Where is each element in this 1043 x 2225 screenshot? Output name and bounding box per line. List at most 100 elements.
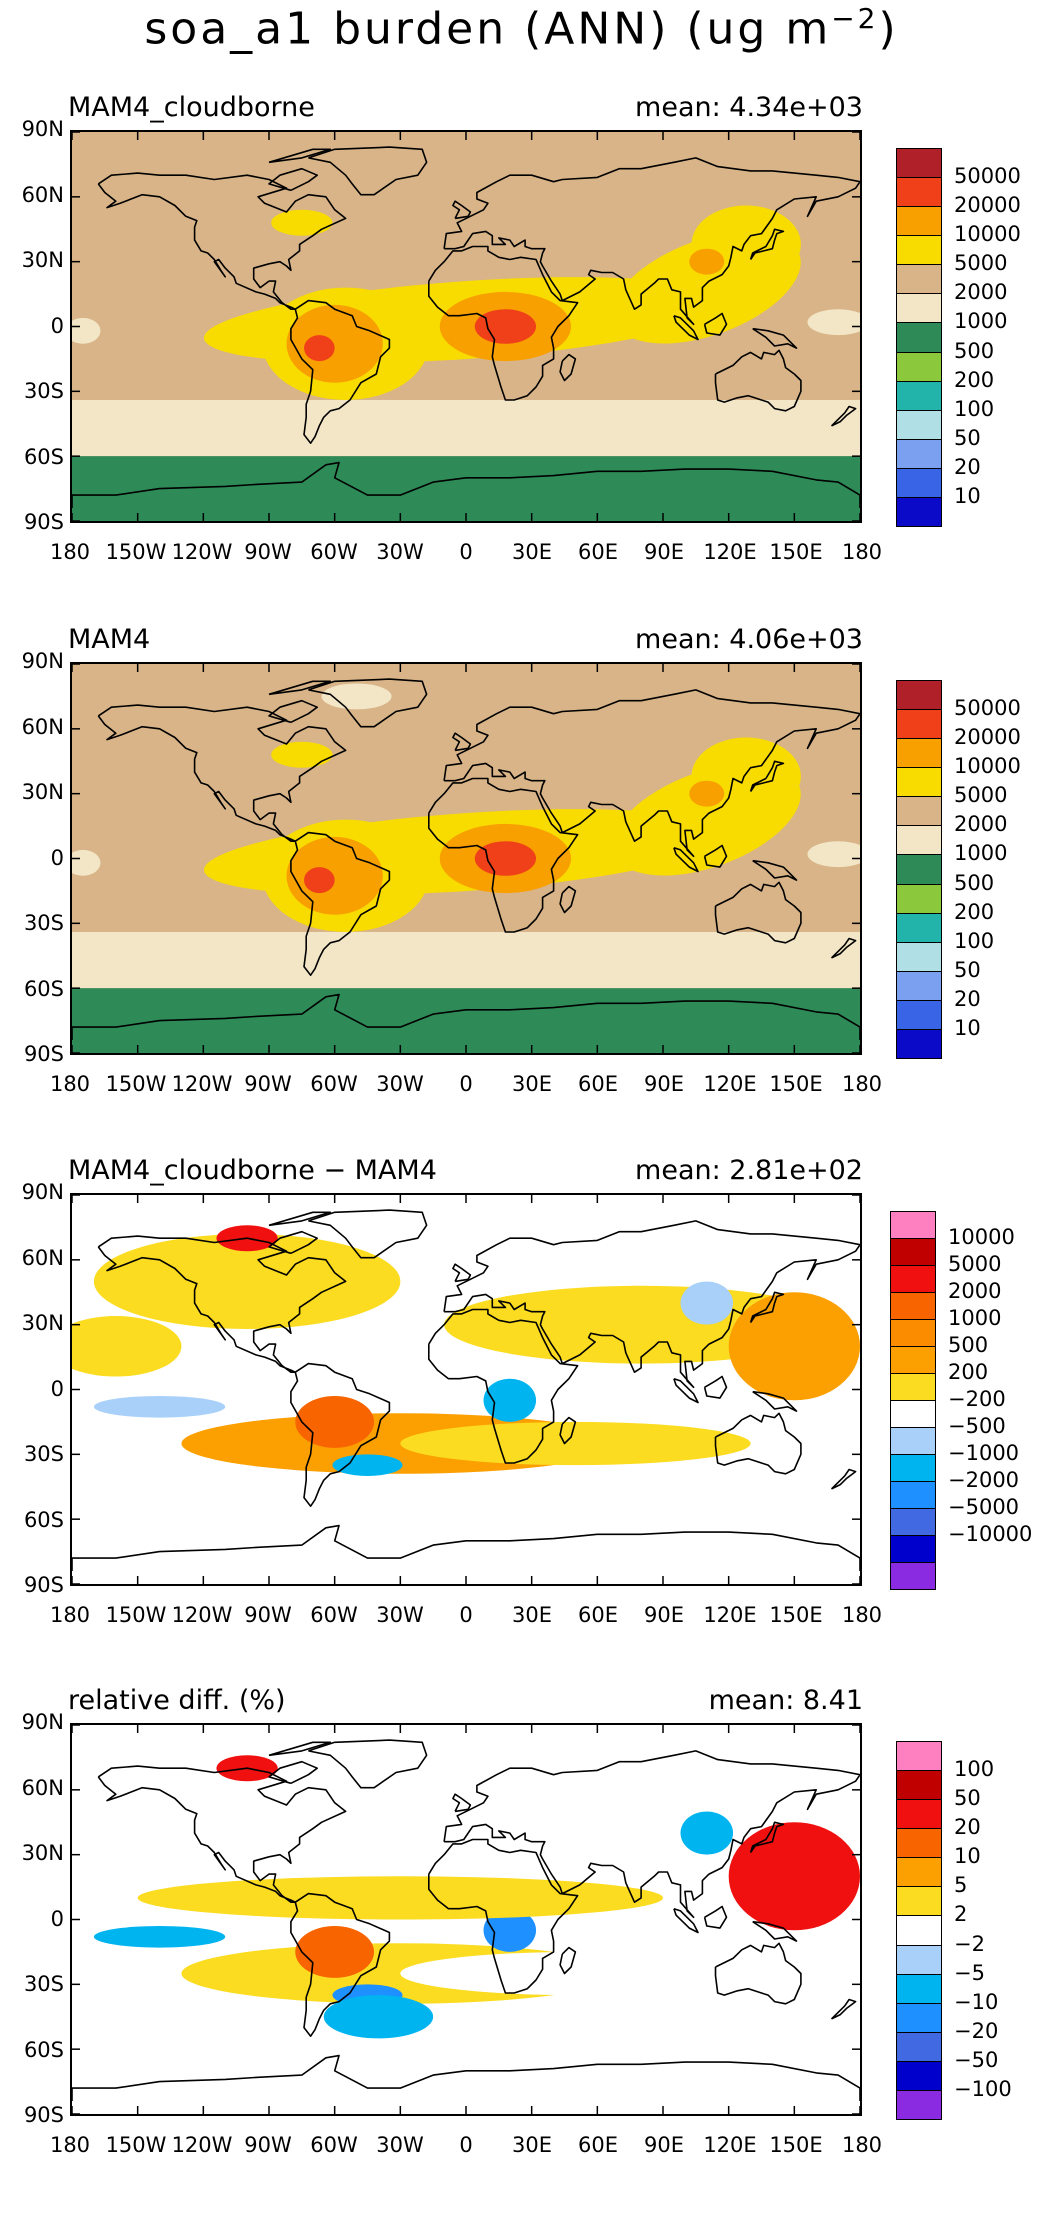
colorbar-box <box>890 1427 936 1455</box>
colorbar-label: 20 <box>954 1815 981 1840</box>
colorbar-label: 10 <box>954 1015 981 1040</box>
colorbar-box <box>896 206 942 237</box>
lon-tick-label: 0 <box>459 1603 473 1627</box>
map-panel: MAM4_cloudborne − MAM4 mean: 2.81e+02 90N 6… <box>0 1155 1043 1695</box>
coastline-newzealand <box>830 1468 857 1490</box>
coastline-britain <box>452 200 472 220</box>
lon-tick-label: 30E <box>512 1603 552 1627</box>
colorbar-box <box>896 854 942 885</box>
field-shading <box>72 132 860 521</box>
colorbar-box <box>890 1454 936 1482</box>
coastline-eurasia <box>443 689 860 858</box>
colorbar-box <box>890 1319 936 1347</box>
colorbar-box <box>896 738 942 769</box>
congo-20000 <box>474 841 537 876</box>
lon-tick-label: 30E <box>512 1072 552 1096</box>
coastline-africa <box>427 1838 579 1994</box>
south-america-positive <box>295 1925 375 1978</box>
pacific-negative <box>93 1395 226 1418</box>
colorbar-label: 2000 <box>954 280 1008 305</box>
colorbar-box <box>896 2060 942 2091</box>
colorbar-box <box>896 1028 942 1059</box>
coastline-newzealand <box>830 1998 857 2020</box>
colorbar-label: 2000 <box>948 1279 1002 1303</box>
lat-tick-label: 90S <box>23 1042 64 1066</box>
panel-mean: mean: 8.41 <box>708 1685 863 1716</box>
field-shading <box>72 1725 860 2114</box>
lon-tick-label: 120W <box>171 1603 233 1627</box>
west-pacific-positive <box>728 1822 860 1931</box>
lat-tick-label: 30S <box>23 911 64 935</box>
coastlines <box>72 1739 860 2101</box>
colorbar-box <box>896 970 942 1001</box>
coastline-southAmerica <box>290 299 391 445</box>
colorbar-label: 10000 <box>954 222 1021 247</box>
north-america-positive <box>93 1763 401 1859</box>
lon-tick-label: 180 <box>841 2133 883 2157</box>
colorbar-label: −200 <box>948 1387 1006 1411</box>
colorbar-box <box>896 1915 942 1946</box>
colorbar-box <box>896 825 942 856</box>
lat-tick-label: 0 <box>50 313 64 338</box>
amazon-10000 <box>286 836 383 915</box>
colorbar-label: 10 <box>954 1844 981 1869</box>
colorbar-box <box>890 1211 936 1239</box>
colorbar-label: 50 <box>954 957 981 982</box>
lon-tick-label: 120E <box>703 2133 757 2157</box>
coastline-britain <box>452 1263 472 1283</box>
coastline-borneo <box>703 312 728 336</box>
colorbar-box <box>896 322 942 353</box>
colorbar-label: 20000 <box>954 725 1021 750</box>
colorbar-box <box>896 496 942 527</box>
lat-tick-label: 90S <box>23 510 64 534</box>
map-panel: MAM4 mean: 4.06e+03 90N 60N 30N 0 30S 60S 90S 180… <box>0 624 1043 1164</box>
lat-tick-label: 90N <box>21 1180 64 1204</box>
band-1000-2000 <box>72 399 860 457</box>
colorbar-box <box>896 1973 942 2004</box>
colorbar-box <box>896 293 942 324</box>
colorbar-box <box>896 1944 942 1975</box>
colorbar-box <box>896 467 942 498</box>
colorbar-label: −500 <box>948 1414 1006 1438</box>
mongolia-negative <box>680 1281 734 1325</box>
lat-tick-label: 60N <box>21 1245 64 1270</box>
colorbar-box <box>896 235 942 266</box>
colorbar-label: 1000 <box>954 841 1008 866</box>
colorbar-box <box>896 2002 942 2033</box>
coastline-britain <box>452 1793 472 1813</box>
coastline-newguinea <box>752 327 798 349</box>
lat-tick-label: 30N <box>21 248 64 272</box>
coastline-australia <box>714 1942 802 2005</box>
coastline-baffin <box>268 1230 318 1255</box>
lon-tick-label: 90E <box>644 540 684 564</box>
field-shading <box>72 664 860 1053</box>
panel-title: MAM4_cloudborne − MAM4 <box>68 1155 437 1186</box>
map-panel: relative diff. (%) mean: 8.41 90N 60N 30N 0 30… <box>0 1685 1043 2225</box>
coastline-australia <box>714 349 802 412</box>
colorbar-box <box>896 2031 942 2062</box>
lat-tick-label: 60N <box>21 182 64 207</box>
colorbar-box <box>896 796 942 827</box>
lon-tick-label: 150W <box>105 1072 167 1096</box>
figure-title: soa_a1 burden (ANN) (ug m−2) <box>0 2 1043 55</box>
axis-ticks <box>72 1725 860 2114</box>
coastline-africa <box>427 245 579 401</box>
lon-tick-label: 30W <box>376 1072 424 1096</box>
lon-tick-label: 180 <box>49 2133 91 2157</box>
colorbar-box <box>890 1562 936 1590</box>
colorbar-label: 5 <box>954 1873 968 1898</box>
lon-tick-label: 60E <box>578 540 618 564</box>
greenland-1000 <box>321 683 392 710</box>
colorbar-label: −10 <box>954 1989 999 2014</box>
lon-tick-label: 150W <box>105 2133 167 2157</box>
pacific-1000-east <box>807 841 860 868</box>
lon-tick-label: 180 <box>49 1072 91 1096</box>
coastline-baffin <box>268 167 318 192</box>
indian-ocean-positive <box>400 1421 751 1466</box>
lon-tick-label: 0 <box>459 540 473 564</box>
coastline-antarctica <box>72 993 860 1040</box>
lon-tick-label: 60E <box>578 2133 618 2157</box>
colorbar-box <box>896 1741 942 1772</box>
coastline-borneo <box>703 1905 728 1929</box>
amazon-20000 <box>304 867 335 894</box>
